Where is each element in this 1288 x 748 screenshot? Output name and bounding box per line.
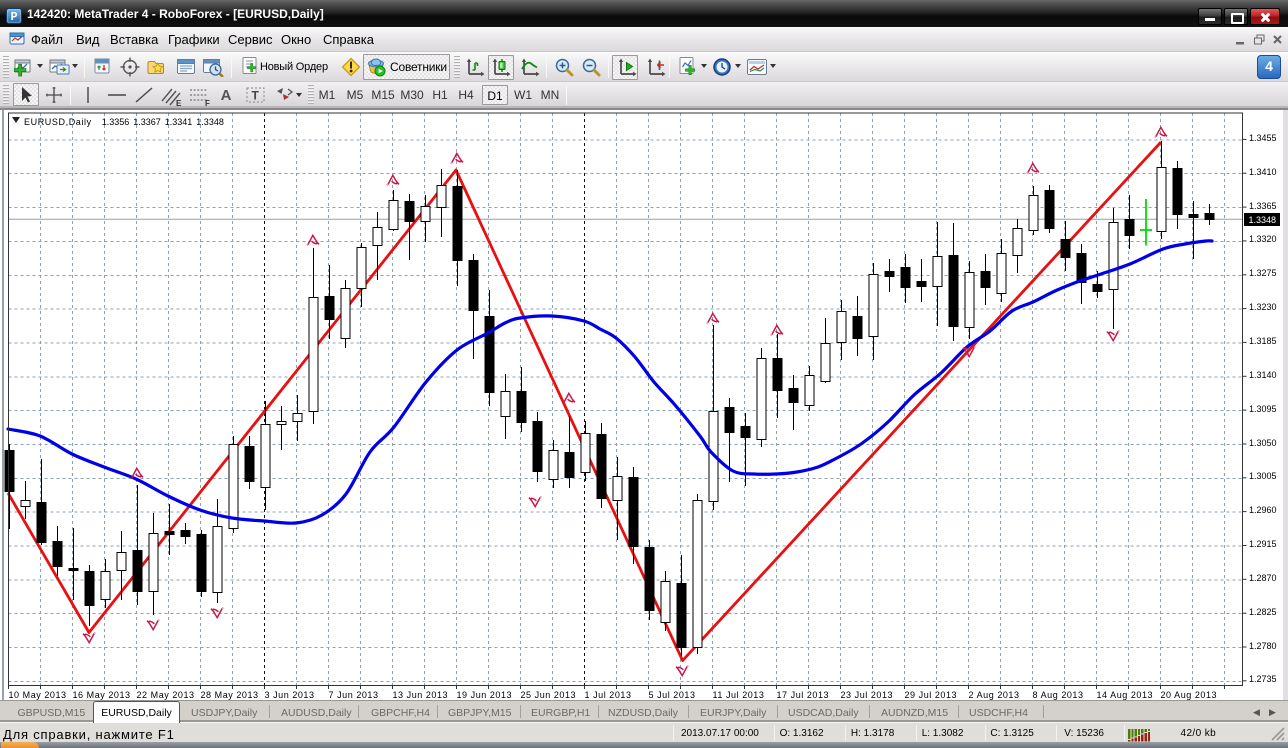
svg-text:T: T [252, 89, 260, 103]
svg-text:E: E [176, 99, 182, 107]
svg-text:F: F [205, 99, 210, 107]
